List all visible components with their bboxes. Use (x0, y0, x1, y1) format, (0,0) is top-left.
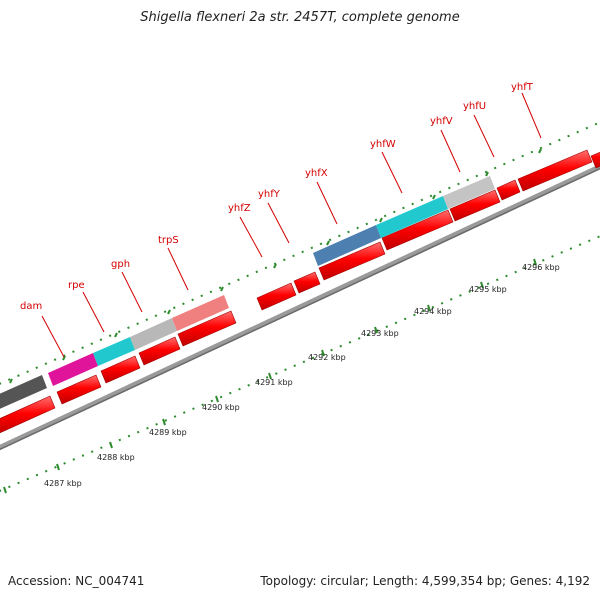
kbp-label: 4290 kbp (202, 403, 240, 412)
feature-bar-pink (172, 295, 229, 331)
cds-arrow (590, 151, 600, 169)
feature-bar-dark (0, 375, 47, 409)
kbp-label: 4296 kbp (522, 263, 560, 272)
kbp-label: 4288 kbp (97, 453, 135, 462)
gene-label-yhfY: yhfY (258, 189, 281, 200)
cds-arrow (449, 189, 501, 222)
cds-arrow (318, 241, 386, 281)
cds-arrow (517, 149, 593, 192)
cds-arrow (100, 355, 141, 384)
genome-title: Shigella flexneri 2a str. 2457T, complet… (140, 10, 460, 25)
cds-arrow (56, 374, 102, 405)
gene-label-yhfX: yhfX (305, 168, 328, 179)
cds-arrow (256, 282, 297, 311)
feature-bar-cyan (376, 196, 448, 238)
feature-bar-silver (130, 318, 177, 350)
feature-bar-steelblue (313, 225, 381, 266)
genome-backbone (0, 163, 600, 451)
genome-summary: Topology: circular; Length: 4,599,354 bp… (260, 574, 590, 588)
cds-arrow (0, 395, 56, 434)
kbp-label: 4294 kbp (414, 307, 452, 316)
cds-arrow (381, 209, 454, 251)
inner-major-ticks (3, 258, 537, 494)
outer-tick-line (0, 121, 600, 385)
gene-label-yhfW: yhfW (370, 139, 396, 150)
feature-bar-magenta (48, 353, 98, 386)
feature-bar-cyan (93, 337, 135, 366)
inner-tick-line (0, 235, 600, 492)
gene-label-yhfT: yhfT (511, 82, 534, 93)
gene-label-yhfV: yhfV (430, 116, 453, 127)
gene-labels: dam rpe gph trpS yhfZ yhfY yhfX yhfW yhf… (20, 82, 534, 312)
cds-arrow (293, 271, 321, 294)
kbp-label: 4292 kbp (308, 353, 346, 362)
forward-feature-track (0, 176, 495, 409)
outer-major-ticks (9, 148, 542, 384)
gene-label-yhfU: yhfU (463, 101, 486, 112)
cds-arrow (138, 336, 181, 366)
kbp-label: 4293 kbp (361, 329, 399, 338)
gene-label-dam: dam (20, 301, 42, 312)
gene-label-gph: gph (111, 259, 130, 270)
accession-label: Accession: NC_004741 (8, 574, 145, 588)
gene-label-trpS: trpS (158, 235, 179, 246)
gene-leader-lines (41, 92, 542, 358)
cds-track (0, 149, 600, 434)
kbp-label: 4291 kbp (255, 378, 293, 387)
feature-bar-silver (443, 176, 495, 209)
kbp-label: 4289 kbp (149, 428, 187, 437)
cds-arrow (496, 179, 521, 201)
gene-label-rpe: rpe (68, 280, 85, 291)
kbp-label: 4295 kbp (469, 285, 507, 294)
gene-label-yhfZ: yhfZ (228, 203, 251, 214)
kbp-labels: 4287 kbp 4288 kbp 4289 kbp 4290 kbp 4291… (44, 263, 560, 488)
cds-arrow (177, 310, 237, 347)
kbp-label: 4287 kbp (44, 479, 82, 488)
